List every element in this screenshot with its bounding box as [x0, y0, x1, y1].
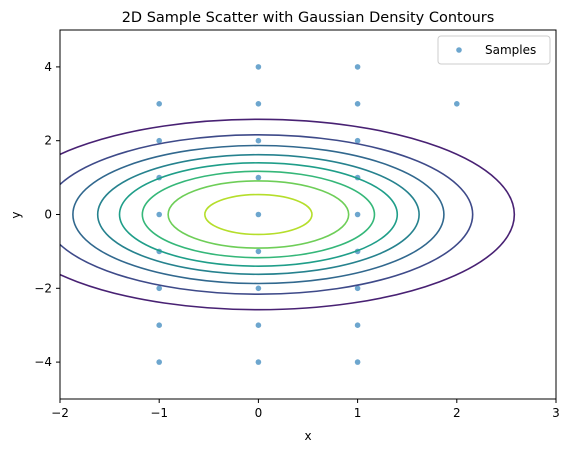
axes: −2 −1 0 1 2 3 −4 −2 0 2 4 [34, 29, 560, 420]
x-tick-label: −1 [150, 406, 168, 420]
y-tick-label: −2 [34, 281, 52, 295]
x-tick-label: 3 [552, 406, 560, 420]
y-tick-label: 0 [44, 208, 52, 222]
y-tick-label: 4 [44, 60, 52, 74]
legend: Samples [437, 35, 551, 65]
scatter-point-14 [255, 285, 262, 292]
legend-frame [437, 35, 551, 65]
contour-level-7 [204, 193, 313, 236]
scatter-point-12 [255, 211, 262, 218]
scatter-point-13 [255, 248, 262, 255]
y-tick-label: 2 [44, 134, 52, 148]
contour-level-5 [141, 170, 376, 259]
scatter-point-9 [255, 101, 262, 107]
contour-level-1 [60, 134, 474, 295]
x-tick-label: 2 [453, 406, 461, 420]
contour-level-4 [118, 162, 399, 267]
scatter-point-3 [156, 211, 162, 218]
chart-title: 2D Sample Scatter with Gaussian Density … [122, 10, 495, 26]
scatter-point-7 [156, 359, 162, 365]
scatter-point-8 [255, 64, 262, 70]
plot-area [60, 64, 516, 365]
legend-marker-samples [456, 47, 462, 53]
scatter-point-21 [354, 211, 361, 218]
x-tick-label: −2 [51, 406, 69, 420]
contour-level-3 [96, 153, 420, 276]
scatter-point-17 [354, 64, 361, 70]
scatter-point-18 [354, 101, 361, 107]
contour-level-6 [167, 180, 350, 249]
y-tick-label: −4 [34, 355, 52, 369]
scatter-point-11 [255, 174, 262, 181]
scatter-point-24 [354, 322, 361, 329]
scatter-point-6 [156, 322, 162, 329]
legend-label-samples: Samples [485, 43, 536, 57]
scatter-point-1 [156, 137, 162, 144]
scatter-point-10 [255, 137, 262, 144]
scatter-point-23 [354, 285, 361, 292]
scatter-point-25 [354, 359, 361, 365]
x-tick-label: 0 [255, 406, 263, 420]
scatter-point-5 [156, 285, 162, 292]
x-tick-label: 1 [354, 406, 362, 420]
scatter-point-0 [156, 101, 162, 107]
contour-level-0 [60, 118, 516, 311]
scatter-point-16 [255, 359, 262, 365]
x-axis-label: x [304, 429, 311, 443]
contour-lines [60, 118, 516, 311]
scatter-series [156, 64, 460, 365]
scatter-point-26 [454, 101, 460, 107]
contour-level-2 [72, 144, 445, 285]
scatter-point-15 [255, 322, 262, 329]
y-axis-label: y [9, 211, 23, 218]
scatter-point-19 [354, 137, 361, 144]
